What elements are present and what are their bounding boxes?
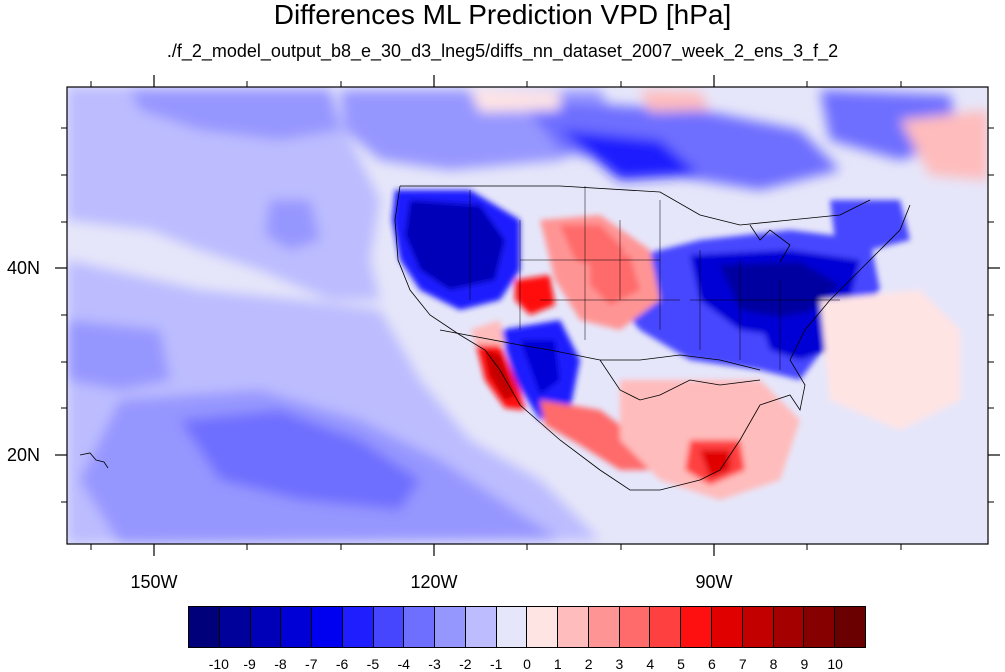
figure-title: Differences ML Prediction VPD [hPa] — [273, 0, 732, 30]
colorbar-label: 2 — [584, 656, 593, 672]
colorbar-box — [404, 607, 436, 647]
colorbar-box — [373, 607, 405, 647]
lat-label-20n: 20N — [6, 445, 40, 465]
lon-label-90w: 90W — [695, 572, 733, 592]
map-plot — [55, 75, 1000, 556]
colorbar-label: -5 — [366, 656, 380, 672]
colorbar-label: 7 — [738, 656, 747, 672]
colorbar-box — [742, 607, 774, 647]
colorbar-box — [496, 607, 528, 647]
figure-subtitle: ./f_2_model_output_b8_e_30_d3_lneg5/diff… — [166, 41, 839, 61]
lon-label-150w: 150W — [130, 572, 178, 592]
colorbar-box — [650, 607, 682, 647]
colorbar-box — [312, 607, 343, 647]
colorbar-label: -3 — [428, 656, 441, 672]
colorbar-label: 9 — [800, 656, 809, 672]
colorbar-box — [527, 607, 559, 647]
colorbar-label: -1 — [489, 656, 503, 672]
colorbar-box — [189, 607, 220, 647]
colorbar-box — [712, 607, 743, 647]
colorbar-box — [250, 607, 282, 647]
colorbar-label: -7 — [305, 656, 318, 672]
colorbar-box — [342, 607, 374, 647]
colorbar-label: 6 — [708, 656, 716, 672]
colorbar-box — [619, 607, 651, 647]
colorbar-box — [773, 607, 805, 647]
colorbar-box — [681, 607, 713, 647]
colorbar-box — [588, 607, 620, 647]
colorbar-boxes — [188, 606, 866, 648]
colorbar-label: 10 — [827, 656, 843, 672]
colorbar-box — [281, 607, 313, 647]
colorbar-label: 8 — [769, 656, 778, 672]
lat-label-40n: 40N — [6, 258, 40, 278]
colorbar-label: -2 — [459, 656, 472, 672]
colorbar-label: 3 — [615, 656, 624, 672]
lon-ticks — [153, 75, 715, 556]
colorbar-label: 5 — [677, 656, 685, 672]
colorbar — [188, 606, 866, 648]
colorbar-box — [465, 607, 497, 647]
colorbar-box — [219, 607, 251, 647]
colorbar-label: -4 — [397, 656, 410, 672]
colorbar-label: 4 — [646, 656, 655, 672]
lon-label-120w: 120W — [410, 572, 458, 592]
colorbar-box — [558, 607, 589, 647]
colorbar-label: 1 — [553, 656, 562, 672]
colorbar-label: -6 — [335, 656, 349, 672]
colorbar-label: -8 — [274, 656, 287, 672]
difference-field — [67, 87, 988, 544]
lon-minor-ticks — [90, 81, 902, 550]
colorbar-label: -10 — [208, 656, 229, 672]
lat-minor-ticks — [61, 127, 994, 503]
colorbar-box — [804, 607, 836, 647]
colorbar-label: -9 — [243, 656, 256, 672]
colorbar-box — [435, 607, 466, 647]
lat-ticks — [55, 267, 1000, 456]
colorbar-label: 0 — [523, 656, 531, 672]
colorbar-box — [835, 607, 865, 647]
